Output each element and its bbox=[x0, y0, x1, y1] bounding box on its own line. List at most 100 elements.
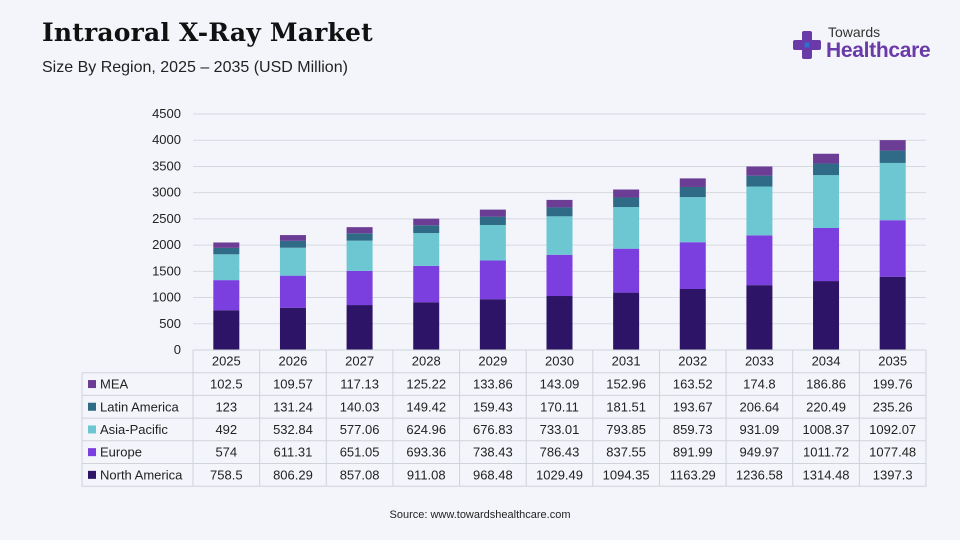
data-label: 676.83 bbox=[473, 422, 513, 437]
bar-segment bbox=[279, 247, 306, 276]
bar-segment bbox=[679, 242, 706, 289]
bar-segment bbox=[746, 285, 773, 350]
x-tick-label: 2034 bbox=[812, 354, 841, 369]
data-label: 911.08 bbox=[407, 467, 446, 482]
chart-title: Intraoral X-Ray Market bbox=[42, 18, 373, 47]
data-label: 193.67 bbox=[673, 399, 713, 414]
data-label: 163.52 bbox=[673, 377, 713, 392]
y-tick-label: 3500 bbox=[152, 158, 181, 173]
data-label: 1163.29 bbox=[670, 467, 716, 482]
data-label: 170.11 bbox=[540, 399, 579, 414]
bar-segment bbox=[879, 220, 906, 277]
bar-segment bbox=[346, 227, 373, 234]
data-label: 574 bbox=[215, 445, 237, 460]
legend-label: Latin America bbox=[100, 399, 180, 414]
bar-segment bbox=[613, 207, 640, 249]
data-label: 857.08 bbox=[340, 467, 380, 482]
data-label: 1008.37 bbox=[803, 422, 850, 437]
data-label: 492 bbox=[215, 422, 237, 437]
bar-segment bbox=[546, 199, 573, 208]
data-label: 532.84 bbox=[273, 422, 313, 437]
x-tick-label: 2025 bbox=[212, 354, 241, 369]
data-label: 1094.35 bbox=[603, 467, 650, 482]
data-label: 733.01 bbox=[540, 422, 580, 437]
bar-segment bbox=[879, 276, 906, 350]
data-label: 624.96 bbox=[406, 422, 446, 437]
data-label: 109.57 bbox=[273, 377, 313, 392]
data-label: 140.03 bbox=[340, 399, 380, 414]
y-tick-label: 2500 bbox=[152, 211, 181, 226]
x-tick-label: 2029 bbox=[478, 354, 507, 369]
data-label: 220.49 bbox=[806, 399, 846, 414]
bar-segment bbox=[613, 248, 640, 293]
data-label: 859.73 bbox=[673, 422, 713, 437]
bar-segment bbox=[813, 175, 840, 229]
bar-segment bbox=[213, 310, 240, 350]
legend-swatch bbox=[88, 470, 96, 479]
legend-swatch bbox=[88, 425, 96, 434]
data-label: 968.48 bbox=[473, 467, 513, 482]
bar-segment bbox=[346, 240, 373, 271]
bar-segment bbox=[613, 189, 640, 198]
data-label: 159.43 bbox=[473, 399, 513, 414]
data-label: 793.85 bbox=[606, 422, 646, 437]
bar-segment bbox=[546, 207, 573, 217]
data-label: 949.97 bbox=[740, 445, 780, 460]
data-label: 152.96 bbox=[606, 377, 646, 392]
bar-segment bbox=[413, 218, 440, 226]
data-label: 577.06 bbox=[340, 422, 380, 437]
bar-segment bbox=[479, 299, 506, 350]
chart-subtitle: Size By Region, 2025 – 2035 (USD Million… bbox=[42, 59, 348, 76]
logo-text-main: Healthcare bbox=[826, 39, 931, 62]
bar-segment bbox=[679, 288, 706, 350]
x-tick-label: 2026 bbox=[278, 354, 307, 369]
y-tick-label: 500 bbox=[159, 316, 181, 331]
data-label: 123 bbox=[215, 399, 237, 414]
bar-segment bbox=[879, 150, 906, 163]
legend-swatch bbox=[88, 380, 96, 389]
bar-segment bbox=[879, 140, 906, 151]
data-label: 186.86 bbox=[806, 377, 846, 392]
bar-segment bbox=[813, 228, 840, 282]
data-label: 149.42 bbox=[406, 399, 446, 414]
data-label: 174.8 bbox=[743, 377, 776, 392]
bar-segment bbox=[213, 280, 240, 311]
y-tick-label: 1000 bbox=[152, 290, 181, 305]
data-label: 786.43 bbox=[540, 445, 580, 460]
legend-swatch bbox=[88, 402, 96, 411]
x-tick-label: 2035 bbox=[878, 354, 907, 369]
y-tick-label: 1500 bbox=[152, 263, 181, 278]
bar-segment bbox=[413, 302, 440, 350]
bar-segment bbox=[479, 209, 506, 217]
bar-segment bbox=[746, 186, 773, 236]
data-label: 1314.48 bbox=[803, 467, 850, 482]
y-tick-label: 2000 bbox=[152, 237, 181, 252]
data-label: 1397.3 bbox=[873, 467, 913, 482]
data-label: 143.09 bbox=[540, 377, 580, 392]
data-label: 611.31 bbox=[274, 445, 313, 460]
bar-segment bbox=[279, 240, 306, 248]
data-label: 125.22 bbox=[406, 377, 446, 392]
data-label: 117.13 bbox=[340, 377, 379, 392]
data-label: 891.99 bbox=[673, 445, 713, 460]
y-tick-label: 0 bbox=[174, 342, 181, 357]
data-label: 693.36 bbox=[406, 445, 446, 460]
legend-label: Europe bbox=[100, 445, 142, 460]
data-label: 758.5 bbox=[210, 467, 243, 482]
bar-segment bbox=[879, 162, 906, 221]
medical-cross-icon bbox=[793, 31, 821, 59]
bar-segment bbox=[413, 225, 440, 234]
data-label: 133.86 bbox=[473, 377, 513, 392]
bar-segment bbox=[413, 233, 440, 266]
y-tick-label: 3000 bbox=[152, 185, 181, 200]
x-tick-label: 2032 bbox=[678, 354, 707, 369]
bar-segment bbox=[279, 235, 306, 241]
y-tick-label: 4500 bbox=[152, 106, 181, 121]
bar-segment bbox=[213, 242, 240, 248]
bar-segment bbox=[479, 260, 506, 300]
data-label: 1077.48 bbox=[869, 445, 916, 460]
data-label: 651.05 bbox=[340, 445, 380, 460]
x-tick-label: 2027 bbox=[345, 354, 374, 369]
bar-segment bbox=[346, 305, 373, 350]
data-label: 181.51 bbox=[606, 399, 646, 414]
